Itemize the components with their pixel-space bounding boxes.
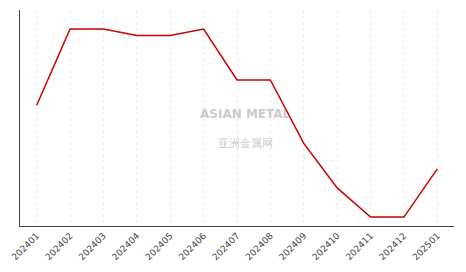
svg-text:202404: 202404 — [110, 231, 142, 263]
svg-text:202406: 202406 — [177, 231, 209, 263]
svg-text:202409: 202409 — [277, 231, 309, 263]
svg-text:202402: 202402 — [43, 231, 74, 262]
svg-text:ASIAN METAL: ASIAN METAL — [200, 107, 291, 121]
svg-text:202407: 202407 — [210, 231, 241, 262]
svg-text:202410: 202410 — [310, 231, 342, 263]
svg-text:202411: 202411 — [344, 231, 375, 262]
svg-text:亚洲金属网: 亚洲金属网 — [218, 137, 273, 150]
svg-text:202403: 202403 — [77, 231, 108, 262]
svg-text:202501: 202501 — [411, 231, 442, 262]
svg-text:202412: 202412 — [377, 231, 408, 262]
svg-text:202405: 202405 — [143, 231, 174, 262]
svg-text:202408: 202408 — [244, 231, 276, 263]
svg-text:202401: 202401 — [10, 231, 41, 262]
